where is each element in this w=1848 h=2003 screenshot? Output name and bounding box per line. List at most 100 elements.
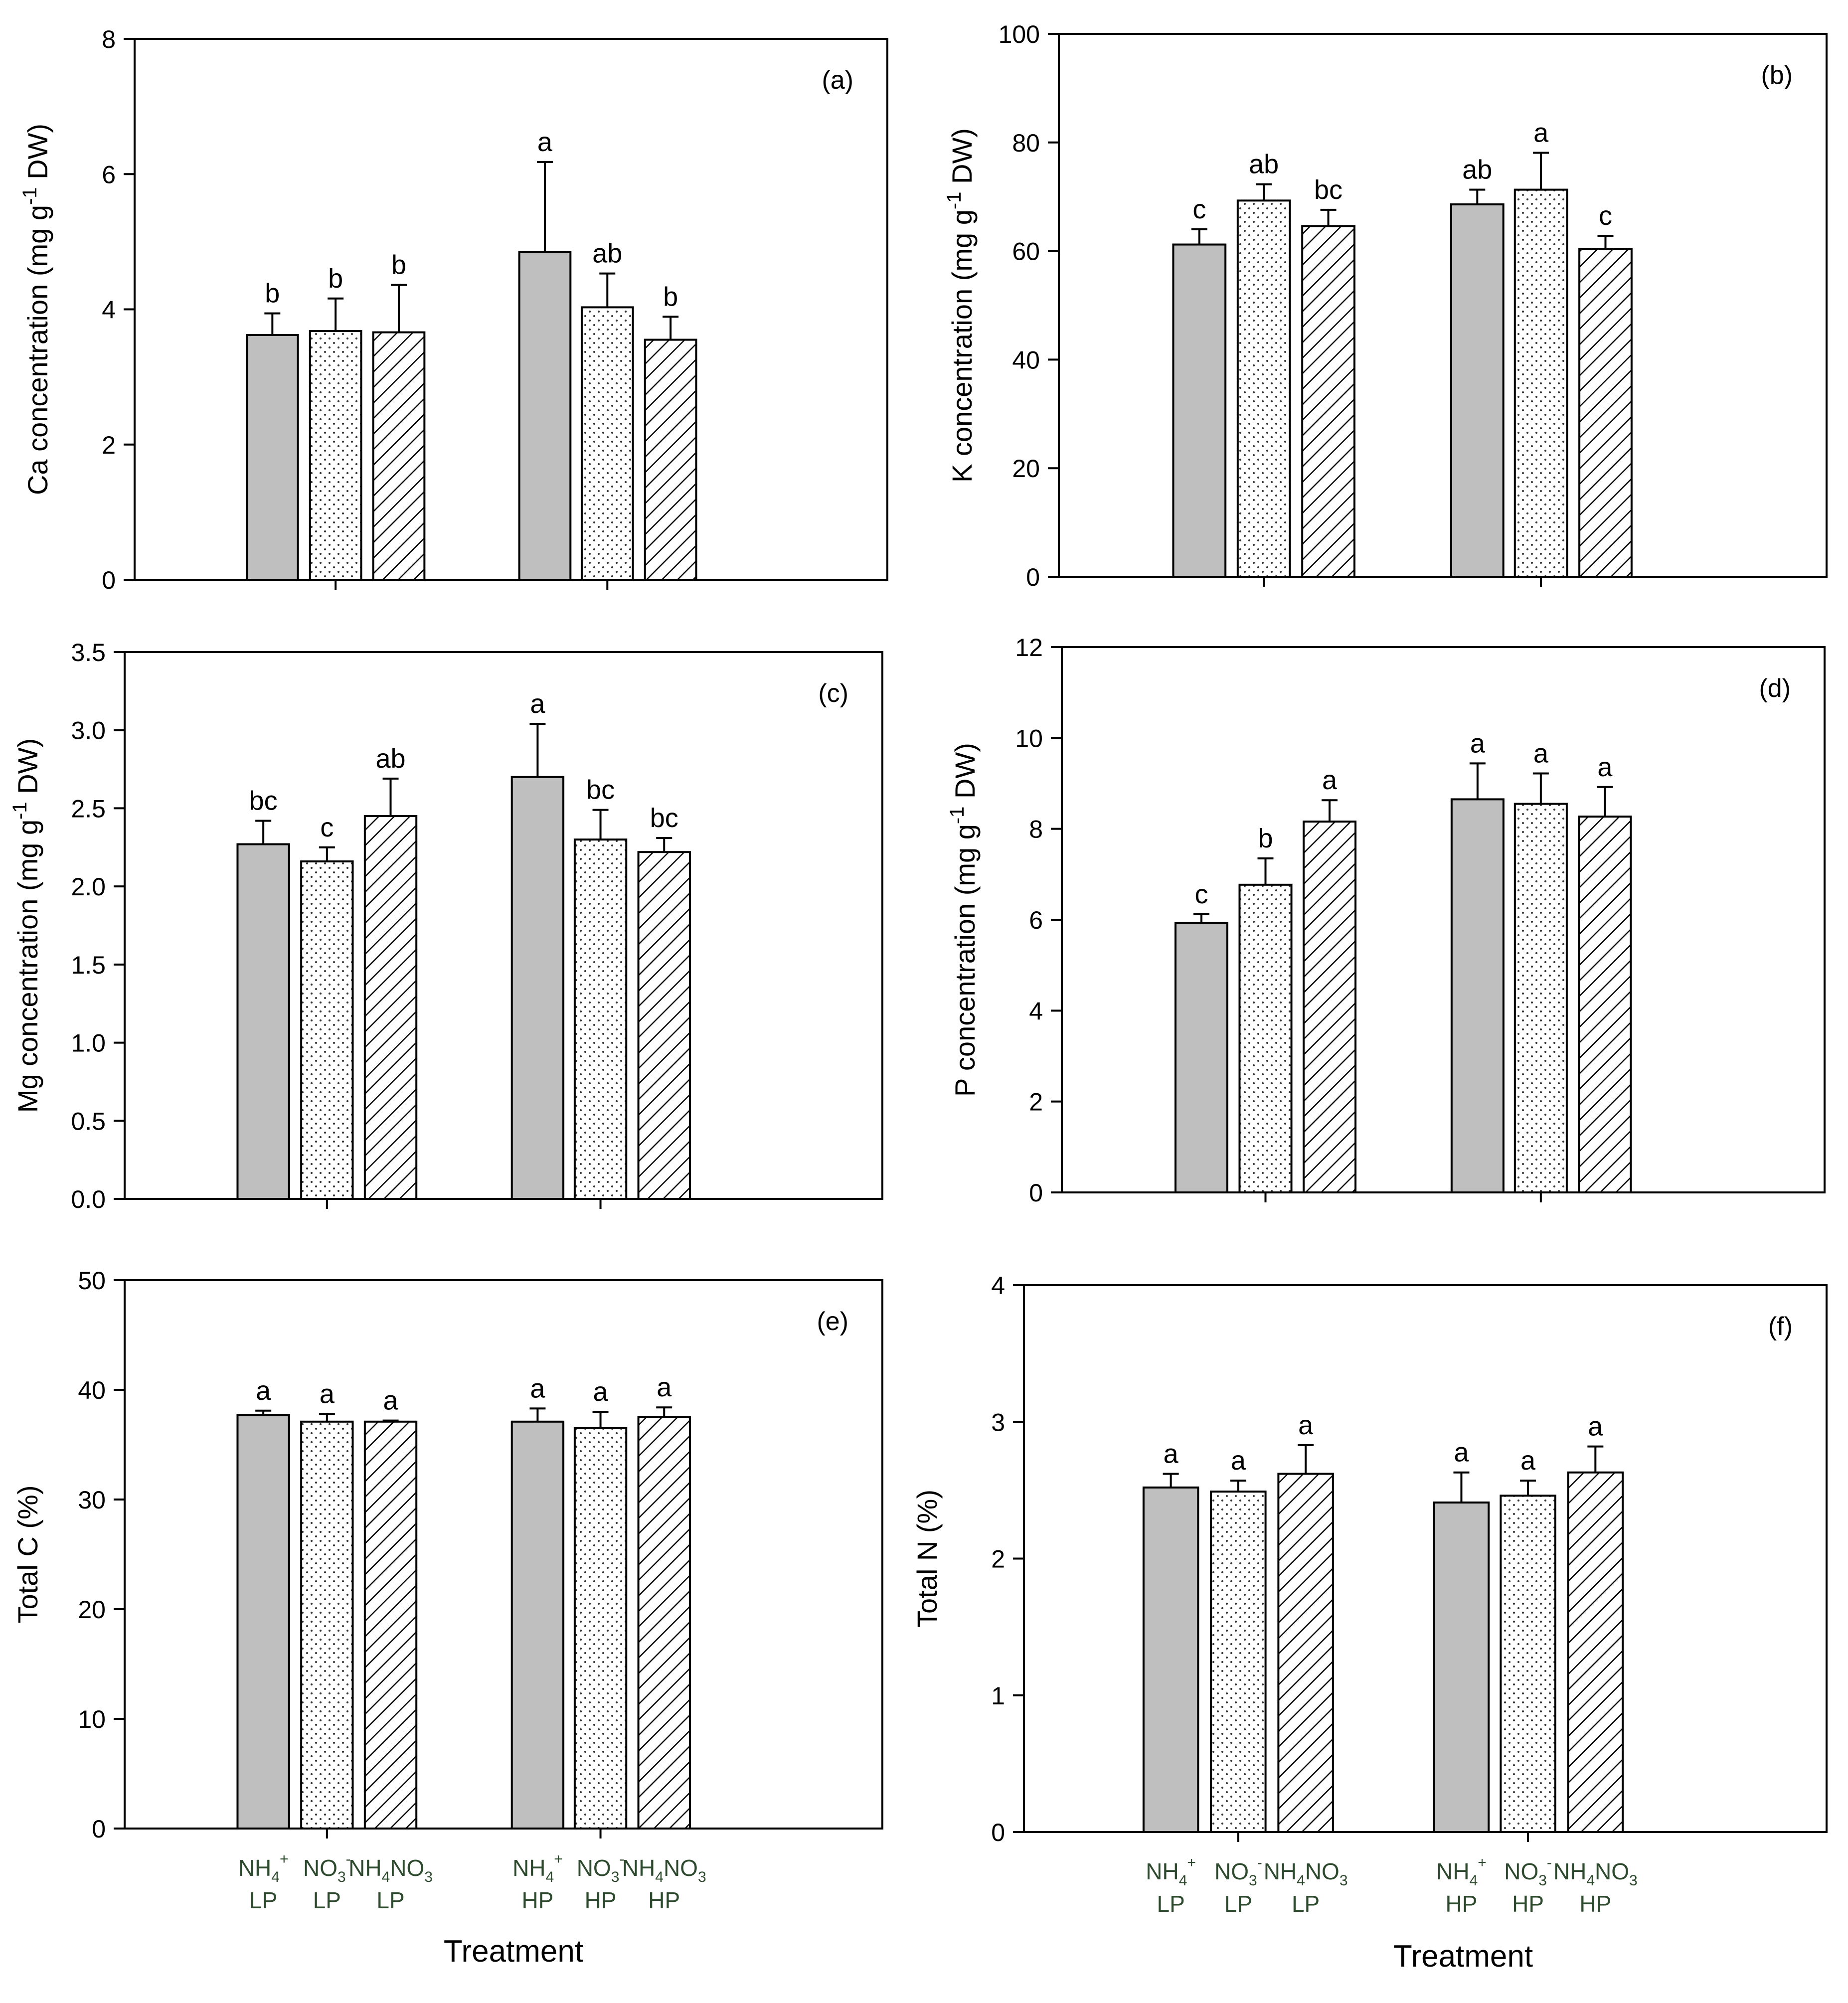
plot-frame [124, 651, 883, 1200]
significance-letter: b [391, 250, 406, 280]
y-tick-label: 6 [1029, 906, 1043, 934]
bar [573, 838, 628, 1200]
category-label-level: LP [1157, 1891, 1184, 1917]
bar [1142, 1486, 1199, 1833]
panel-4: 0 2 4 6 8 10 12 P concentration (mg g-1 DW) (d) c… [946, 634, 1826, 1207]
y-tick-label: 4 [102, 296, 116, 324]
y-tick-label: 1 [991, 1682, 1005, 1710]
y-axis-title: P concentration (mg g-1 DW) [946, 743, 981, 1097]
bar [1450, 798, 1505, 1193]
y-tick-label: 0 [92, 1815, 106, 1843]
y-tick-label: 50 [78, 1267, 106, 1295]
significance-letter: ab [592, 239, 622, 269]
y-tick-label: 40 [1012, 346, 1040, 374]
panels-group: 0 2 4 6 8 Ca concentration (mg g-1 DW) (a) b b b a… [9, 20, 1828, 1846]
significance-letter: a [1533, 738, 1549, 768]
y-tick-label: 2 [991, 1545, 1005, 1573]
significance-letter: b [265, 279, 280, 309]
significance-letter: a [537, 127, 553, 157]
category-label-formula: NH4+ [1436, 1854, 1487, 1889]
plot-frame [1058, 33, 1828, 578]
bar [1513, 803, 1568, 1193]
y-tick-label: 2.0 [71, 873, 106, 901]
category-label-level: HP [1445, 1891, 1477, 1917]
panel-6: 0 1 2 3 4 Total N (%) (f) a a a a a a [911, 1272, 1828, 1846]
y-tick-label: 3.0 [71, 717, 106, 745]
x-category-labels: NH4+LPNO3-LPNH4NO3LPNH4+HPNO3-HPNH4NO3HP… [238, 1851, 1638, 1917]
bar [637, 851, 691, 1200]
significance-letter: a [530, 689, 545, 719]
category-label-formula: NO3- [303, 1851, 351, 1885]
category-label-formula: NH4NO3 [622, 1855, 706, 1885]
category-label-formula: NH4NO3 [348, 1855, 433, 1885]
bar [1277, 1473, 1334, 1834]
bar [1174, 922, 1229, 1194]
category-label-formula: NO3- [577, 1851, 625, 1885]
category-label-level: HP [1512, 1891, 1544, 1917]
y-tick-label: 30 [78, 1486, 106, 1514]
bar [573, 1427, 628, 1830]
y-tick-label: 8 [102, 25, 116, 53]
bar [236, 1414, 290, 1830]
bar [1578, 248, 1633, 578]
significance-letter: c [1192, 194, 1206, 224]
y-tick-label: 12 [1015, 634, 1043, 662]
panel-1: 0 2 4 6 8 Ca concentration (mg g-1 DW) (a) b b b a… [19, 25, 888, 594]
y-tick-label: 0 [991, 1819, 1005, 1846]
panel-tag: (b) [1761, 61, 1793, 90]
bar [580, 306, 634, 581]
y-tick-label: 0.5 [71, 1107, 106, 1135]
significance-letter: a [256, 1376, 271, 1406]
category-label-level: LP [313, 1887, 341, 1913]
y-tick-label: 0.0 [71, 1185, 106, 1213]
y-tick-label: 100 [999, 20, 1040, 48]
y-tick-label: 4 [1029, 997, 1043, 1025]
bar [245, 334, 299, 581]
significance-letter: c [1194, 879, 1208, 909]
bar [637, 1416, 691, 1830]
category-label-formula: NH4+ [1146, 1854, 1196, 1889]
y-tick-label: 60 [1012, 238, 1040, 266]
bar [1578, 816, 1632, 1193]
y-tick-label: 3 [991, 1408, 1005, 1436]
y-tick-label: 0 [1026, 563, 1040, 591]
significance-letter: a [1597, 752, 1613, 782]
category-label-level: HP [521, 1887, 553, 1913]
bar [1513, 188, 1568, 578]
y-axis-title: Total N (%) [911, 1490, 943, 1628]
bar [510, 776, 565, 1200]
y-tick-label: 40 [78, 1376, 106, 1404]
significance-letter: a [1231, 1446, 1246, 1476]
bar [1450, 203, 1505, 578]
panel-tag: (c) [818, 679, 848, 708]
y-tick-label: 8 [1029, 816, 1043, 843]
significance-letter: b [663, 282, 678, 312]
significance-letter: bc [249, 786, 278, 816]
category-label-formula: NH4+ [238, 1851, 289, 1885]
y-tick-label: 2 [1029, 1088, 1043, 1116]
significance-letter: a [1520, 1446, 1536, 1476]
y-tick-label: 10 [78, 1705, 106, 1733]
category-label-level: HP [648, 1887, 680, 1913]
significance-letter: a [1298, 1410, 1314, 1440]
significance-letter: ab [375, 744, 405, 774]
category-label-level: LP [249, 1887, 277, 1913]
bar [309, 330, 362, 581]
bar [1172, 243, 1227, 578]
category-label-formula: NH4NO3 [1264, 1858, 1348, 1889]
significance-letter: c [320, 813, 334, 842]
significance-letter: b [1258, 824, 1273, 853]
bar [1567, 1471, 1624, 1833]
significance-letter: a [1470, 728, 1486, 758]
significance-letter: a [1533, 118, 1549, 148]
significance-letter: ab [1249, 150, 1279, 179]
y-tick-label: 1.5 [71, 951, 106, 979]
category-label-level: HP [1579, 1891, 1611, 1917]
bar [518, 251, 572, 581]
category-label-formula: NO3- [1504, 1854, 1552, 1889]
y-axis-title: Ca concentration (mg g-1 DW) [19, 124, 53, 495]
y-tick-label: 10 [1015, 724, 1043, 752]
category-label-level: LP [1292, 1891, 1320, 1917]
significance-letter: bc [1314, 175, 1343, 205]
panel-3: 0.0 0.5 1.0 1.5 2.0 2.5 3.0 3.5 Mg concentration… [9, 639, 883, 1213]
